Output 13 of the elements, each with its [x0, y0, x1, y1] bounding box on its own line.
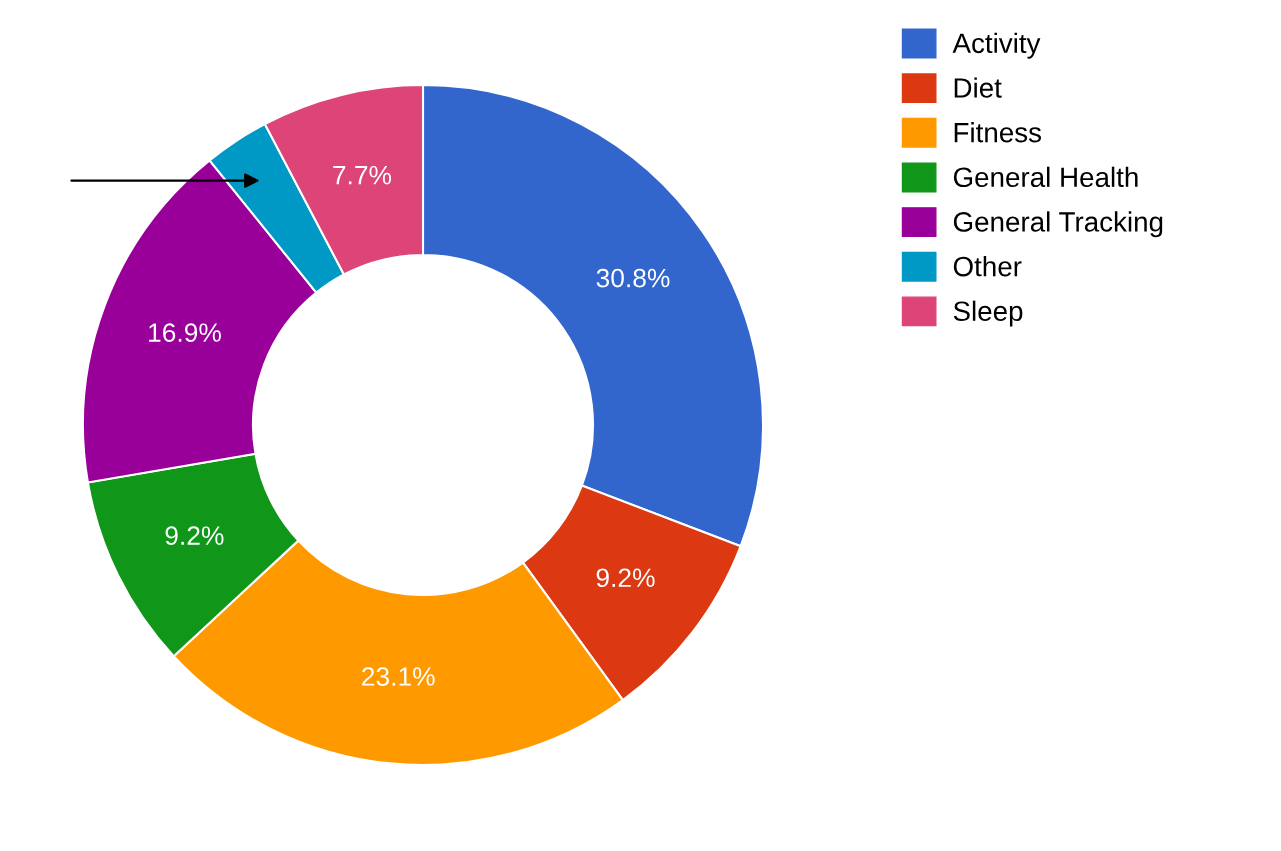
legend-label: General Tracking — [953, 211, 1163, 238]
data-label: 30.8% — [596, 268, 670, 288]
legend-label: Other — [953, 256, 1022, 277]
legend-label: Sleep — [953, 300, 1023, 327]
legend-label: Fitness — [954, 122, 1042, 143]
legend-label: Activity — [952, 32, 1041, 59]
legend-label: Diet — [954, 77, 1002, 98]
data-label: 23.1% — [362, 667, 435, 686]
data-label: 9.2% — [165, 526, 224, 545]
data-label: 9.2% — [596, 568, 655, 588]
legend-label: General Health — [953, 166, 1138, 188]
data-label: 16.9% — [149, 323, 221, 342]
data-label: 7.7% — [333, 165, 392, 185]
